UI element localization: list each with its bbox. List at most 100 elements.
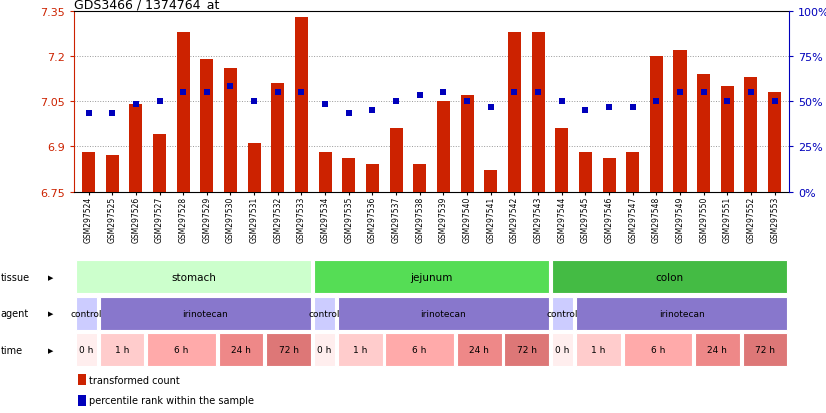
Bar [576, 297, 787, 330]
Bar [484, 171, 497, 192]
Point [579, 108, 592, 114]
Bar [461, 96, 473, 192]
Bar [314, 261, 549, 294]
Bar [248, 144, 261, 192]
Text: 24 h: 24 h [469, 345, 489, 354]
Bar [508, 33, 521, 192]
Bar [266, 333, 311, 366]
Bar [78, 395, 86, 406]
Text: ▶: ▶ [48, 274, 54, 280]
Text: irinotecan: irinotecan [420, 309, 467, 318]
Bar [624, 333, 692, 366]
Bar [76, 297, 97, 330]
Bar [579, 153, 592, 192]
Point [295, 90, 308, 97]
Text: 24 h: 24 h [707, 345, 728, 354]
Point [555, 99, 568, 105]
Bar [743, 333, 787, 366]
Bar [386, 333, 454, 366]
Text: control: control [70, 309, 102, 318]
Text: 72 h: 72 h [517, 345, 537, 354]
Point [602, 105, 615, 112]
Bar [555, 129, 568, 192]
Text: ▶: ▶ [48, 347, 54, 353]
Bar [552, 333, 573, 366]
Bar [576, 333, 620, 366]
Bar [82, 153, 95, 192]
Point [508, 90, 521, 97]
Bar [695, 333, 740, 366]
Bar [271, 84, 284, 192]
Text: percentile rank within the sample: percentile rank within the sample [89, 395, 254, 405]
Point [342, 111, 355, 118]
Bar [626, 153, 639, 192]
Bar [177, 33, 190, 192]
Point [768, 99, 781, 105]
Bar [78, 374, 86, 385]
Text: 0 h: 0 h [317, 345, 331, 354]
Text: transformed count: transformed count [89, 375, 180, 385]
Bar [721, 87, 733, 192]
Bar [505, 333, 549, 366]
Point [319, 102, 332, 109]
Bar [744, 78, 757, 192]
Bar [650, 57, 662, 192]
Bar [366, 165, 379, 192]
Bar [338, 333, 382, 366]
Bar [76, 333, 97, 366]
Bar [602, 159, 615, 192]
Bar [153, 135, 166, 192]
Point [366, 108, 379, 114]
Bar [295, 18, 308, 192]
Point [673, 90, 686, 97]
Bar [552, 261, 787, 294]
Point [744, 90, 757, 97]
Text: irinotecan: irinotecan [659, 309, 705, 318]
Point [650, 99, 663, 105]
Point [390, 99, 403, 105]
Bar [76, 261, 311, 294]
Bar [768, 93, 781, 192]
Point [271, 90, 284, 97]
Text: 72 h: 72 h [278, 345, 299, 354]
Point [153, 99, 166, 105]
Point [697, 90, 710, 97]
Text: control: control [309, 309, 340, 318]
Point [200, 90, 213, 97]
Bar [390, 129, 402, 192]
Point [437, 90, 450, 97]
Point [721, 99, 734, 105]
Point [129, 102, 142, 109]
Text: time: time [1, 345, 23, 355]
Text: 24 h: 24 h [231, 345, 251, 354]
Point [177, 90, 190, 97]
Text: GDS3466 / 1374764_at: GDS3466 / 1374764_at [74, 0, 220, 11]
Text: 0 h: 0 h [79, 345, 93, 354]
Bar [106, 156, 119, 192]
Bar [673, 51, 686, 192]
Point [82, 111, 95, 118]
Text: 1 h: 1 h [591, 345, 605, 354]
Point [106, 111, 119, 118]
Text: control: control [547, 309, 578, 318]
Text: 1 h: 1 h [353, 345, 368, 354]
Text: tissue: tissue [1, 272, 30, 282]
Bar [338, 297, 549, 330]
Bar [219, 333, 263, 366]
Text: irinotecan: irinotecan [183, 309, 228, 318]
Bar [319, 153, 331, 192]
Text: ▶: ▶ [48, 311, 54, 316]
Text: 6 h: 6 h [412, 345, 427, 354]
Bar [457, 333, 501, 366]
Text: colon: colon [656, 272, 684, 282]
Bar [147, 333, 216, 366]
Text: stomach: stomach [171, 272, 216, 282]
Bar [130, 105, 142, 192]
Point [224, 84, 237, 90]
Bar [437, 102, 450, 192]
Bar [314, 333, 335, 366]
Text: jejunum: jejunum [411, 272, 453, 282]
Text: 0 h: 0 h [555, 345, 570, 354]
Bar [413, 165, 426, 192]
Text: 72 h: 72 h [755, 345, 775, 354]
